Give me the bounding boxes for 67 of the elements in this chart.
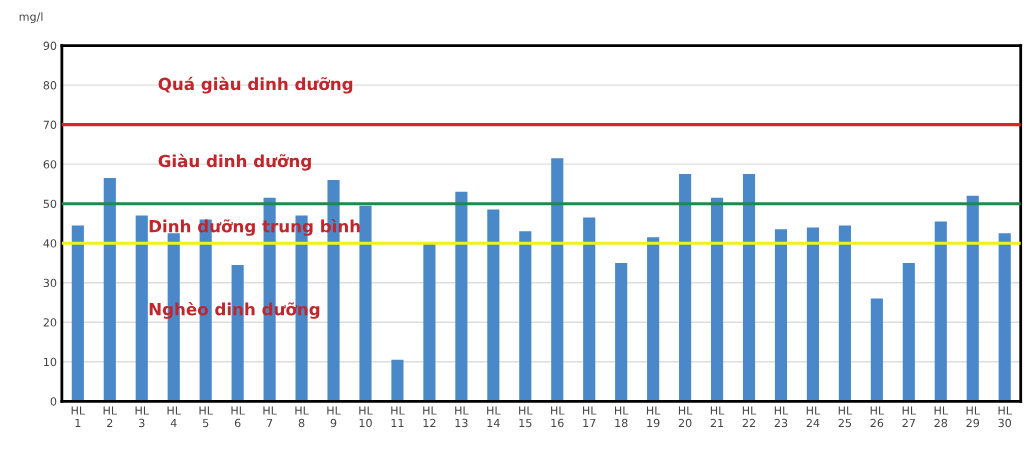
bar bbox=[103, 177, 116, 402]
x-tick-label: HL 19 bbox=[646, 406, 661, 428]
y-tick-label: 80 bbox=[43, 81, 57, 90]
y-tick-label: 70 bbox=[43, 120, 57, 130]
x-tick-label: HL 14 bbox=[487, 406, 501, 428]
bar bbox=[391, 359, 404, 402]
bar bbox=[455, 191, 468, 402]
bar bbox=[135, 215, 148, 402]
x-tick-label: HL 11 bbox=[391, 406, 405, 428]
x-tick-label: HL 16 bbox=[551, 406, 565, 428]
bar bbox=[870, 298, 883, 402]
y-tick-label: 40 bbox=[43, 239, 57, 248]
x-tick-label: HL 20 bbox=[678, 406, 693, 428]
bar bbox=[679, 174, 692, 402]
bar bbox=[487, 209, 500, 402]
x-tick-label: HL 22 bbox=[742, 406, 757, 428]
bar bbox=[647, 237, 660, 402]
y-tick-label: 10 bbox=[44, 357, 57, 367]
bar bbox=[998, 233, 1011, 402]
x-tick-label: HL 9 bbox=[327, 406, 341, 428]
x-tick-label: HL 1 bbox=[71, 406, 86, 428]
bar bbox=[966, 195, 979, 402]
x-tick-label: HL 24 bbox=[806, 406, 821, 428]
x-tick-label: HL 23 bbox=[774, 406, 789, 428]
bar bbox=[359, 205, 372, 402]
x-tick-label: HL 17 bbox=[583, 406, 597, 428]
y-tick-label: 90 bbox=[43, 41, 57, 50]
x-tick-label: HL 7 bbox=[263, 406, 277, 428]
bar bbox=[423, 243, 436, 402]
x-tick-label: HL 2 bbox=[103, 406, 118, 428]
x-tick-label: HL 13 bbox=[455, 406, 469, 428]
annotation: Quá giàu dinh dưỡng bbox=[158, 76, 353, 94]
x-tick-label: HL 12 bbox=[423, 406, 437, 428]
y-tick-label: 30 bbox=[43, 278, 57, 288]
bar bbox=[934, 221, 947, 402]
x-tick-label: HL 10 bbox=[359, 406, 373, 428]
bar bbox=[774, 229, 788, 402]
bar bbox=[710, 197, 724, 402]
y-tick-label: 0 bbox=[50, 397, 57, 406]
bar bbox=[806, 227, 820, 402]
x-tick-label: HL 3 bbox=[135, 406, 149, 428]
y-tick-label: 20 bbox=[43, 318, 57, 327]
x-tick-label: HL 18 bbox=[614, 406, 629, 428]
x-tick-label: HL 21 bbox=[710, 406, 725, 428]
bar bbox=[742, 174, 756, 402]
bar bbox=[902, 262, 915, 402]
bar bbox=[615, 262, 628, 402]
y-tick-label: 60 bbox=[43, 160, 57, 169]
bar bbox=[551, 158, 564, 402]
x-tick-label: HL 5 bbox=[199, 406, 213, 428]
x-tick-label: HL 15 bbox=[519, 406, 533, 428]
x-tick-label: HL 30 bbox=[998, 406, 1012, 428]
y-tick-label: 50 bbox=[43, 199, 57, 209]
y-axis-title: mg/l bbox=[19, 12, 43, 24]
bar bbox=[838, 225, 851, 402]
bar bbox=[71, 225, 84, 402]
x-tick-label: HL 28 bbox=[934, 406, 948, 428]
x-tick-label: HL 8 bbox=[295, 406, 309, 428]
x-tick-label: HL 26 bbox=[870, 406, 885, 428]
bar bbox=[519, 231, 532, 402]
x-tick-label: HL 6 bbox=[231, 406, 245, 428]
annotation: Giàu dinh dưỡng bbox=[158, 153, 311, 171]
x-tick-label: HL 4 bbox=[167, 406, 181, 428]
x-tick-label: HL 25 bbox=[838, 406, 853, 428]
x-tick-label: HL 27 bbox=[902, 406, 917, 428]
x-tick-label: HL 29 bbox=[966, 406, 980, 428]
bar bbox=[583, 217, 596, 402]
